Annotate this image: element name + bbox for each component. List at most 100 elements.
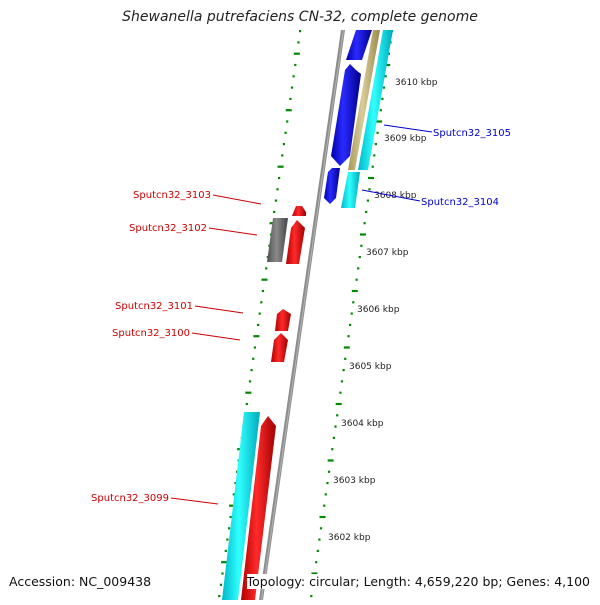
minor-tick bbox=[352, 301, 355, 304]
minor-tick bbox=[276, 188, 279, 191]
major-tick bbox=[335, 402, 342, 406]
minor-tick bbox=[261, 289, 264, 293]
minor-tick bbox=[340, 380, 344, 383]
major-tick bbox=[319, 515, 326, 519]
minor-tick bbox=[332, 436, 335, 439]
minor-tick bbox=[278, 176, 281, 180]
gene-label-leader-line bbox=[208, 227, 258, 236]
scale-tick-label: 3606 kbp bbox=[357, 305, 400, 315]
minor-tick bbox=[289, 97, 292, 100]
minor-tick bbox=[376, 131, 379, 134]
scale-tick-label: 3604 kbp bbox=[341, 419, 384, 429]
minor-tick bbox=[310, 595, 313, 598]
minor-tick bbox=[229, 515, 232, 519]
minor-tick bbox=[339, 391, 342, 394]
gene-feature-cyan-top bbox=[358, 30, 393, 170]
minor-tick bbox=[350, 312, 353, 315]
minor-tick bbox=[387, 52, 390, 55]
gene-label-leader-line bbox=[191, 332, 241, 341]
minor-tick bbox=[250, 369, 253, 372]
minor-tick bbox=[245, 402, 248, 406]
gene-feature-red-3099 bbox=[241, 416, 276, 600]
major-tick bbox=[327, 459, 334, 462]
minor-tick bbox=[252, 357, 255, 360]
major-tick bbox=[277, 165, 284, 168]
minor-tick bbox=[226, 538, 229, 541]
genome-summary: Topology: circular; Length: 4,659,220 bp… bbox=[246, 574, 590, 589]
minor-tick bbox=[297, 41, 300, 44]
minor-tick bbox=[281, 154, 284, 157]
gene-label[interactable]: Sputcn32_3103 bbox=[133, 190, 211, 201]
scale-tick-label: 3603 kbp bbox=[333, 476, 376, 486]
scale-tick-label: 3610 kbp bbox=[395, 78, 438, 88]
gene-label[interactable]: Sputcn32_3101 bbox=[115, 301, 193, 312]
major-tick bbox=[343, 346, 350, 349]
minor-tick bbox=[282, 143, 285, 146]
gene-label[interactable]: Sputcn32_3099 bbox=[91, 493, 169, 504]
minor-tick bbox=[273, 210, 276, 213]
minor-tick bbox=[319, 527, 323, 530]
minor-tick bbox=[384, 75, 387, 78]
minor-tick bbox=[286, 120, 289, 123]
minor-tick bbox=[334, 425, 337, 428]
gene-feature-red-3103 bbox=[292, 206, 306, 216]
minor-tick bbox=[358, 256, 361, 259]
minor-tick bbox=[336, 414, 339, 417]
minor-tick bbox=[221, 572, 224, 575]
minor-tick bbox=[260, 301, 263, 304]
minor-tick bbox=[324, 493, 327, 496]
gene-label[interactable]: Sputcn32_3105 bbox=[433, 128, 511, 139]
major-tick bbox=[384, 63, 391, 67]
minor-tick bbox=[365, 210, 368, 213]
minor-tick bbox=[344, 357, 347, 360]
minor-tick bbox=[360, 244, 363, 247]
major-tick bbox=[253, 335, 260, 338]
minor-tick bbox=[274, 199, 277, 202]
gene-feature-blue-3105 bbox=[331, 64, 361, 166]
major-tick bbox=[351, 289, 358, 293]
gene-label[interactable]: Sputcn32_3100 bbox=[112, 328, 190, 339]
scale-tick-label: 3605 kbp bbox=[349, 362, 392, 372]
minor-tick bbox=[234, 482, 237, 485]
minor-tick bbox=[326, 482, 329, 485]
minor-tick bbox=[316, 549, 319, 552]
minor-tick bbox=[253, 346, 256, 349]
major-tick bbox=[293, 52, 300, 55]
minor-tick bbox=[366, 199, 369, 202]
major-tick bbox=[285, 109, 292, 112]
map-title: Shewanella putrefaciens CN-32, complete … bbox=[122, 9, 478, 25]
genome-backbone-highlight bbox=[261, 30, 344, 600]
minor-tick bbox=[342, 369, 345, 372]
minor-tick bbox=[294, 63, 297, 67]
gene-label-leader-line bbox=[170, 497, 219, 505]
gene-label[interactable]: Sputcn32_3102 bbox=[129, 223, 207, 234]
minor-tick bbox=[284, 131, 287, 134]
gene-label[interactable]: Sputcn32_3104 bbox=[421, 197, 499, 208]
gene-label-leader-line bbox=[194, 305, 244, 314]
major-tick bbox=[261, 278, 268, 281]
minor-tick bbox=[357, 267, 360, 270]
minor-tick bbox=[299, 30, 302, 33]
major-tick bbox=[229, 504, 236, 507]
minor-tick bbox=[382, 86, 386, 89]
gene-feature-tan bbox=[348, 30, 380, 170]
scale-tick-label: 3602 kbp bbox=[328, 533, 371, 543]
major-tick bbox=[359, 233, 366, 236]
minor-tick bbox=[232, 493, 235, 496]
minor-tick bbox=[292, 75, 295, 78]
minor-tick bbox=[315, 561, 318, 564]
scale-tick-label: 3609 kbp bbox=[384, 134, 427, 144]
minor-tick bbox=[257, 323, 260, 326]
minor-tick bbox=[347, 335, 350, 338]
minor-tick bbox=[331, 448, 334, 451]
minor-tick bbox=[379, 109, 382, 112]
minor-tick bbox=[374, 143, 377, 146]
minor-tick bbox=[355, 278, 358, 281]
minor-tick bbox=[248, 380, 252, 383]
major-tick bbox=[311, 572, 318, 575]
minor-tick bbox=[381, 97, 384, 100]
major-tick bbox=[221, 561, 228, 564]
gene-feature-blue-3104 bbox=[324, 168, 340, 204]
minor-tick bbox=[227, 527, 231, 530]
